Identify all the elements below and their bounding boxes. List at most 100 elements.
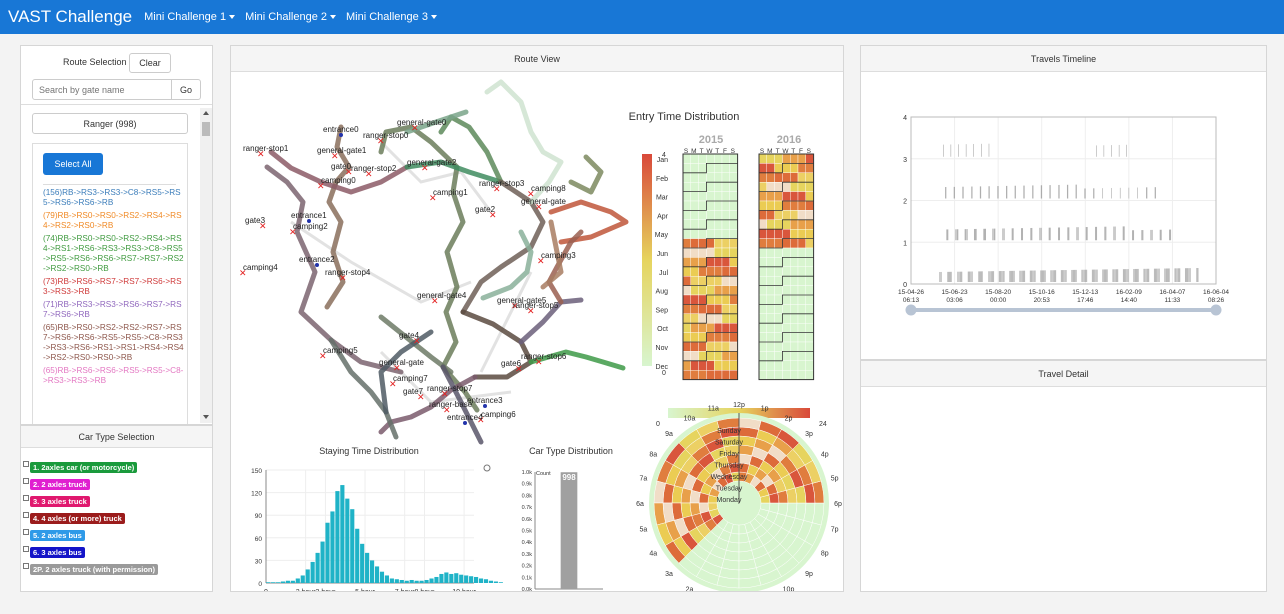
calendar-cell[interactable] (714, 313, 723, 324)
histogram-bar[interactable] (280, 581, 286, 583)
histogram-bar[interactable] (285, 580, 290, 583)
calendar-cell[interactable] (690, 332, 699, 343)
calendar-cell[interactable] (782, 172, 791, 183)
calendar-cell[interactable] (797, 275, 807, 286)
calendar-cell[interactable] (714, 294, 723, 305)
calendar-cell[interactable] (690, 163, 699, 174)
calendar-cell[interactable] (758, 370, 768, 380)
calendar-cell[interactable] (782, 341, 791, 352)
car-type-option[interactable]: 2P. 2 axles truck (with permission) (23, 562, 212, 575)
calendar-cell[interactable] (782, 210, 791, 220)
calendar-cell[interactable] (698, 219, 707, 230)
calendar-cell[interactable] (797, 285, 807, 296)
calendar-cell[interactable] (690, 228, 699, 239)
calendar-cell[interactable] (714, 341, 723, 352)
calendar-cell[interactable] (805, 172, 814, 183)
calendar-cell[interactable] (714, 304, 723, 314)
map-label-gate[interactable]: general-gate1 (317, 146, 367, 155)
calendar-cell[interactable] (766, 191, 775, 202)
histogram-bar[interactable] (394, 579, 399, 583)
route-item[interactable]: (79)RB->RS0->RS0->RS2->RS4->RS4->RS2->RS… (43, 211, 182, 230)
calendar-cell[interactable] (805, 153, 814, 164)
calendar-cell[interactable] (721, 219, 731, 230)
calendar-cell[interactable] (714, 257, 723, 267)
histogram-bar[interactable] (384, 575, 390, 583)
calendar-cell[interactable] (790, 370, 799, 380)
calendar-cell[interactable] (758, 275, 768, 286)
calendar-cell[interactable] (698, 332, 707, 343)
ranger-stop-marker-icon[interactable]: ✕ (413, 336, 421, 346)
nav-mini-challenge-3[interactable]: Mini Challenge 3 (346, 11, 437, 23)
calendar-cell[interactable] (758, 266, 768, 277)
ranger-stop-marker-icon[interactable]: ✕ (289, 227, 297, 237)
calendar-cell[interactable] (682, 351, 692, 361)
histogram-bar[interactable] (295, 578, 300, 583)
calendar-cell[interactable] (698, 200, 707, 211)
calendar-cell[interactable] (758, 351, 768, 361)
calendar-cell[interactable] (729, 200, 738, 211)
route-path[interactable] (404, 159, 504, 185)
calendar-cell[interactable] (690, 200, 699, 211)
calendar-cell[interactable] (690, 172, 699, 183)
calendar-cell[interactable] (698, 341, 707, 352)
ranger-stop-marker-icon[interactable]: ✕ (421, 163, 429, 173)
histogram-bar[interactable] (300, 575, 305, 583)
calendar-cell[interactable] (729, 332, 738, 343)
map-label-gate[interactable]: general-gate4 (417, 291, 467, 300)
calendar-cell[interactable] (782, 275, 791, 286)
calendar-cell[interactable] (682, 191, 692, 202)
select-all-button[interactable]: Select All (43, 153, 103, 175)
calendar-cell[interactable] (797, 360, 807, 371)
ranger-stop-marker-icon[interactable]: ✕ (537, 256, 545, 266)
map-label-stop[interactable]: ranger-stop6 (521, 352, 567, 361)
calendar-cell[interactable] (698, 304, 707, 314)
map-label-entrance[interactable]: entrance1 (291, 211, 327, 220)
calendar-cell[interactable] (805, 163, 814, 174)
calendar-cell[interactable] (797, 313, 807, 324)
calendar-cell[interactable] (790, 219, 799, 230)
calendar-cell[interactable] (698, 351, 707, 361)
ranger-stop-marker-icon[interactable]: ✕ (527, 306, 535, 316)
histogram-bar[interactable] (325, 522, 330, 583)
calendar-cell[interactable] (698, 360, 707, 371)
calendar-cell[interactable] (698, 153, 707, 164)
calendar-cell[interactable] (782, 285, 791, 296)
histogram-bar[interactable] (478, 578, 484, 583)
calendar-cell[interactable] (698, 228, 707, 239)
gate-search-input[interactable] (32, 79, 172, 100)
map-label-gate[interactable]: gate0 (331, 162, 352, 171)
ranger-stop-marker-icon[interactable]: ✕ (489, 210, 497, 220)
route-item[interactable]: (71)RB->RS3->RS3->RS6->RS7->RS7->RS6->RB (43, 300, 182, 319)
calendar-cell[interactable] (797, 341, 807, 352)
calendar-cell[interactable] (682, 181, 692, 192)
calendar-cell[interactable] (682, 219, 692, 230)
calendar-cell[interactable] (774, 313, 783, 324)
calendar-cell[interactable] (682, 247, 692, 258)
calendar-cell[interactable] (721, 341, 731, 352)
calendar-cell[interactable] (774, 191, 783, 202)
calendar-cell[interactable] (729, 304, 738, 314)
calendar-cell[interactable] (729, 341, 738, 352)
calendar-cell[interactable] (797, 153, 807, 164)
route-path[interactable] (518, 297, 584, 345)
calendar-cell[interactable] (766, 360, 775, 371)
histogram-bar[interactable] (365, 552, 370, 583)
route-path[interactable] (528, 349, 626, 371)
calendar-cell[interactable] (729, 294, 738, 305)
calendar-cell[interactable] (766, 351, 775, 361)
calendar-cell[interactable] (698, 313, 707, 324)
calendar-cell[interactable] (758, 247, 768, 258)
brand[interactable]: VAST Challenge (8, 7, 133, 26)
calendar-cell[interactable] (682, 200, 692, 211)
calendar-cell[interactable] (729, 181, 738, 192)
calendar-cell[interactable] (797, 322, 807, 333)
calendar-cell[interactable] (774, 210, 783, 220)
calendar-cell[interactable] (682, 153, 692, 164)
calendar-cell[interactable] (698, 322, 707, 333)
calendar-cell[interactable] (721, 210, 731, 220)
calendar-cell[interactable] (682, 163, 692, 174)
ranger-stop-marker-icon[interactable]: ✕ (393, 363, 401, 373)
histogram-bar[interactable] (340, 485, 345, 583)
car-type-option[interactable]: 4. 4 axles (or more) truck (23, 511, 212, 524)
route-path[interactable] (438, 114, 504, 185)
